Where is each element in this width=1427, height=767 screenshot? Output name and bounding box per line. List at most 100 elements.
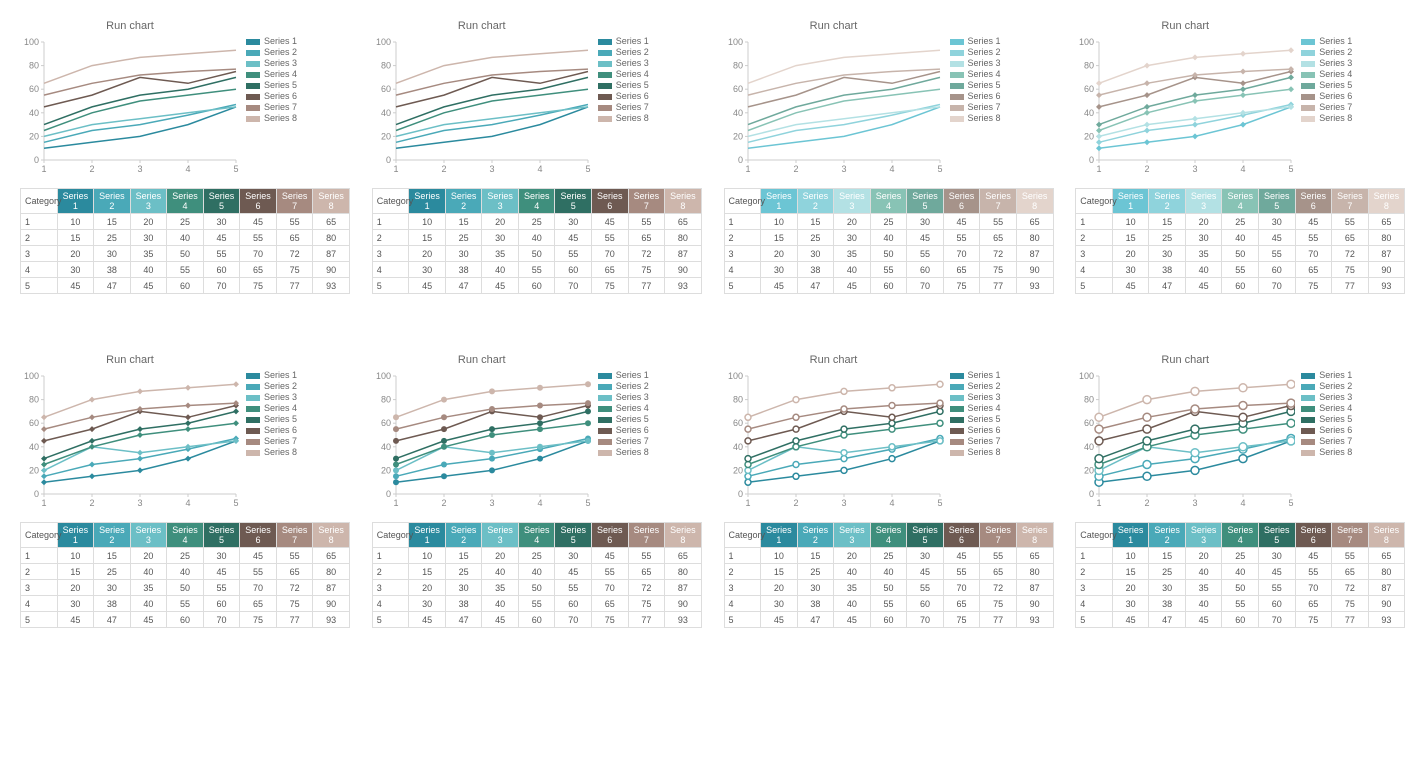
value-cell: 40	[870, 564, 907, 580]
value-cell: 25	[1149, 564, 1186, 580]
legend-swatch	[246, 395, 260, 401]
legend-label: Series 3	[1319, 58, 1352, 69]
value-cell: 60	[1222, 278, 1259, 294]
value-cell: 38	[1149, 596, 1186, 612]
svg-text:80: 80	[29, 61, 39, 71]
value-cell: 65	[1332, 230, 1369, 246]
value-cell: 10	[409, 214, 446, 230]
value-cell: 75	[592, 612, 629, 628]
legend-swatch	[246, 94, 260, 100]
value-cell: 70	[907, 278, 944, 294]
value-cell: 30	[409, 596, 446, 612]
value-cell: 87	[1016, 580, 1053, 596]
svg-text:4: 4	[889, 498, 894, 508]
value-cell: 65	[980, 230, 1017, 246]
legend-label: Series 5	[968, 80, 1001, 91]
legend-item: Series 5	[1301, 414, 1352, 425]
value-cell: 55	[628, 214, 665, 230]
legend-swatch	[598, 384, 612, 390]
table-row: 11015202530455565	[372, 548, 701, 564]
value-cell: 10	[57, 548, 94, 564]
value-cell: 80	[313, 230, 350, 246]
value-cell: 25	[167, 214, 204, 230]
category-cell: 3	[1076, 246, 1113, 262]
value-cell: 35	[834, 246, 871, 262]
table-row: 21525304045556580	[724, 230, 1053, 246]
legend-label: Series 2	[1319, 381, 1352, 392]
legend-label: Series 2	[968, 381, 1001, 392]
value-cell: 40	[518, 564, 555, 580]
svg-text:2: 2	[1145, 164, 1150, 174]
category-cell: 1	[21, 214, 58, 230]
value-cell: 30	[1258, 214, 1295, 230]
value-cell: 55	[1258, 580, 1295, 596]
legend-label: Series 8	[264, 447, 297, 458]
svg-text:60: 60	[29, 84, 39, 94]
run-chart-svg: 02040608010012345	[724, 36, 944, 176]
svg-text:0: 0	[1089, 489, 1094, 499]
legend-item: Series 4	[1301, 69, 1352, 80]
value-cell: 47	[94, 278, 131, 294]
legend-label: Series 5	[968, 414, 1001, 425]
legend-item: Series 2	[1301, 381, 1352, 392]
value-cell: 38	[445, 262, 482, 278]
legend-label: Series 2	[616, 381, 649, 392]
legend-item: Series 8	[246, 447, 297, 458]
category-header: Category	[724, 189, 761, 214]
series-header: Series 1	[57, 189, 94, 214]
legend-swatch	[598, 373, 612, 379]
value-cell: 93	[313, 612, 350, 628]
table-row: 54547456070757793	[724, 612, 1053, 628]
value-cell: 50	[167, 246, 204, 262]
value-cell: 70	[1295, 246, 1332, 262]
value-cell: 30	[130, 230, 167, 246]
value-cell: 45	[592, 214, 629, 230]
legend-swatch	[1301, 439, 1315, 445]
value-cell: 45	[1295, 548, 1332, 564]
chart-panel: Run chart 02040608010012345 Series 1 Ser…	[372, 20, 704, 294]
series-header: Series 8	[1368, 189, 1405, 214]
value-cell: 45	[409, 612, 446, 628]
svg-text:40: 40	[732, 442, 742, 452]
legend-label: Series 3	[264, 392, 297, 403]
value-cell: 60	[907, 262, 944, 278]
value-cell: 65	[592, 596, 629, 612]
value-cell: 55	[628, 548, 665, 564]
value-cell: 15	[1149, 548, 1186, 564]
legend-item: Series 3	[1301, 392, 1352, 403]
value-cell: 38	[1149, 262, 1186, 278]
value-cell: 10	[57, 214, 94, 230]
value-cell: 40	[167, 230, 204, 246]
svg-text:40: 40	[29, 108, 39, 118]
value-cell: 30	[761, 262, 798, 278]
value-cell: 55	[240, 564, 277, 580]
svg-text:40: 40	[29, 442, 39, 452]
svg-text:60: 60	[29, 418, 39, 428]
legend-swatch	[950, 417, 964, 423]
value-cell: 55	[1258, 246, 1295, 262]
svg-text:20: 20	[732, 131, 742, 141]
value-cell: 87	[1016, 246, 1053, 262]
value-cell: 55	[1222, 596, 1259, 612]
table-row: 54547456070757793	[372, 612, 701, 628]
category-cell: 3	[21, 246, 58, 262]
value-cell: 35	[1185, 246, 1222, 262]
value-cell: 15	[409, 230, 446, 246]
value-cell: 90	[1368, 596, 1405, 612]
legend-label: Series 8	[968, 113, 1001, 124]
legend-item: Series 4	[950, 403, 1001, 414]
legend-label: Series 5	[1319, 80, 1352, 91]
legend-item: Series 6	[598, 425, 649, 436]
series-header: Series 8	[1368, 523, 1405, 548]
series-header: Series 5	[1258, 189, 1295, 214]
value-cell: 80	[665, 564, 702, 580]
chart-title: Run chart	[1075, 354, 1295, 366]
value-cell: 30	[94, 246, 131, 262]
category-cell: 4	[724, 262, 761, 278]
value-cell: 72	[276, 246, 313, 262]
value-cell: 45	[555, 230, 592, 246]
chart-panel: Run chart 02040608010012345 Series 1 Ser…	[1075, 20, 1407, 294]
legend-item: Series 8	[598, 447, 649, 458]
value-cell: 55	[276, 214, 313, 230]
value-cell: 45	[907, 230, 944, 246]
